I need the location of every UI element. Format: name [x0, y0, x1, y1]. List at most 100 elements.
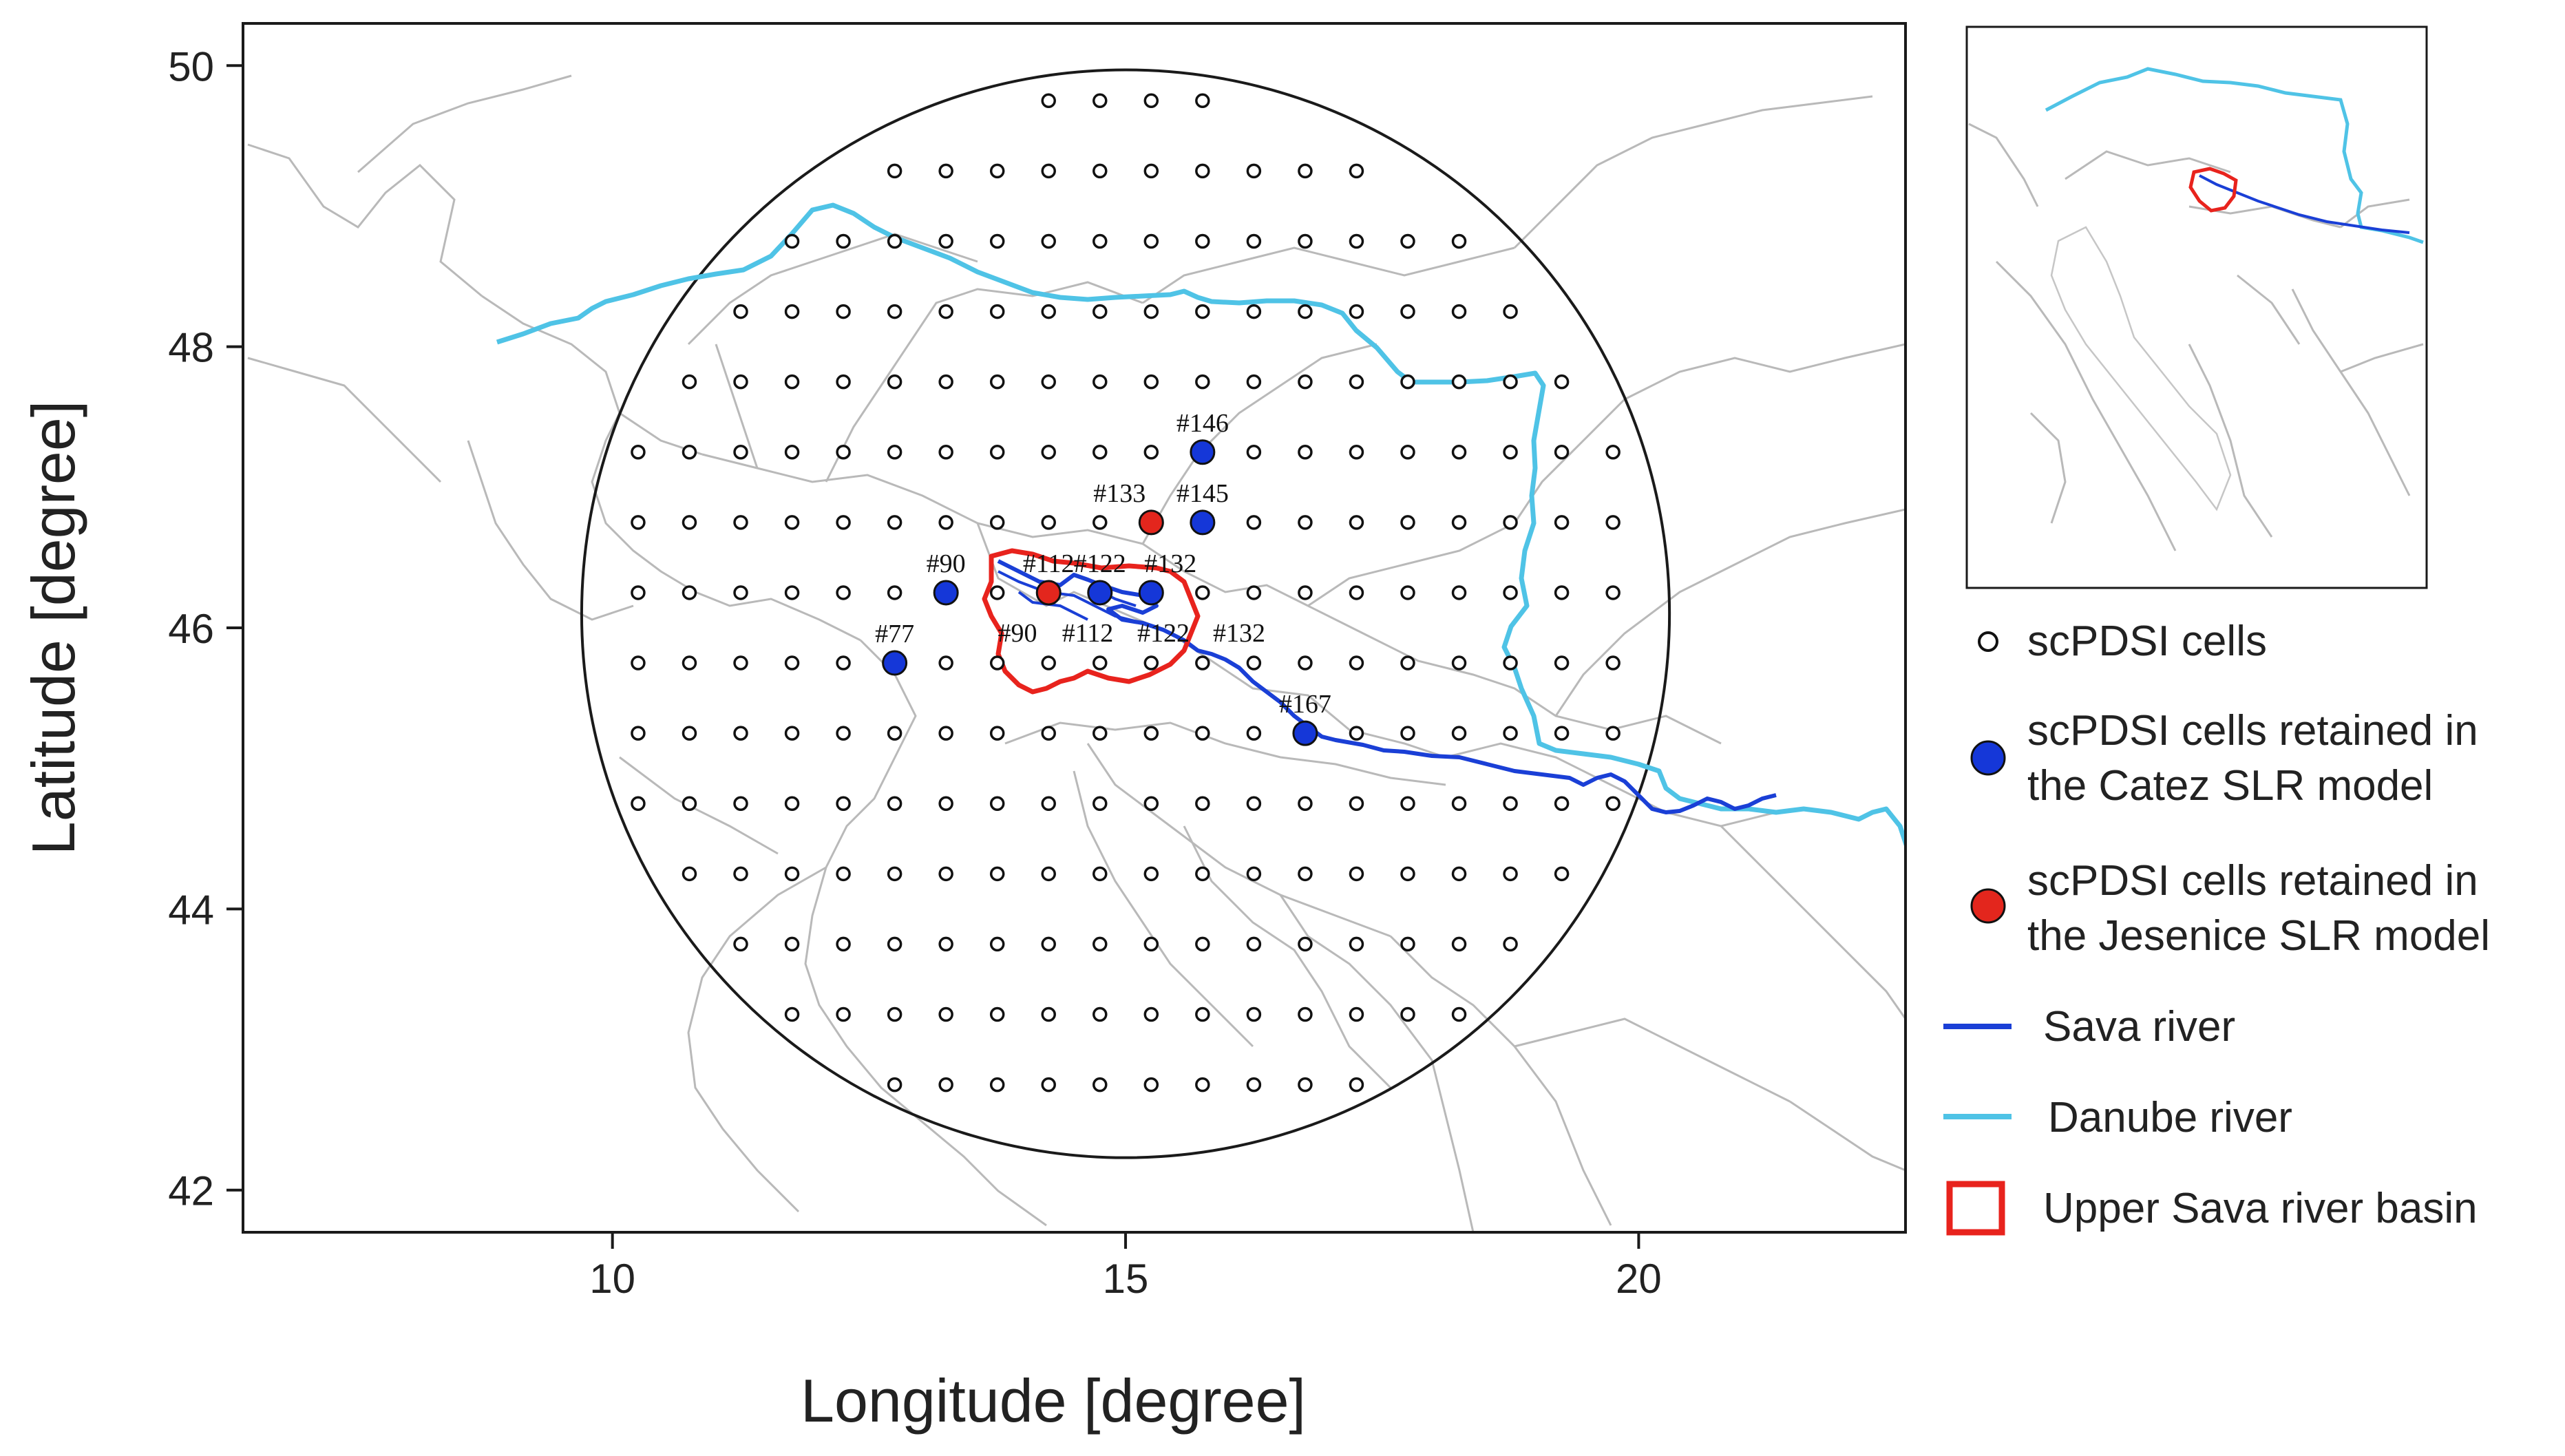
scpdsi-cell: [1298, 304, 1313, 319]
scpdsi-cell: [1451, 374, 1467, 390]
scpdsi-cell: [1195, 796, 1210, 811]
scpdsi-cell: [1298, 936, 1313, 952]
scpdsi-cell: [836, 726, 851, 741]
legend-label-jesenice-line1: scPDSI cells retained in: [2027, 857, 2478, 905]
scpdsi-cell: [1451, 1006, 1467, 1022]
scpdsi-cell: [1349, 445, 1364, 460]
scpdsi-cell: [1143, 374, 1159, 390]
scpdsi-cell: [1503, 726, 1518, 741]
scpdsi-cell: [836, 445, 851, 460]
legend-red-square-symbol: [1946, 1181, 2005, 1236]
scpdsi-cell: [1451, 233, 1467, 249]
basin-label: #132: [1213, 619, 1265, 648]
blue-retained-cell: [1292, 720, 1318, 746]
scpdsi-cell: [1400, 304, 1415, 319]
basin-label: #122: [1137, 619, 1190, 648]
scpdsi-cell: [784, 726, 800, 741]
legend-item-sava-river: Sava river: [1943, 1003, 2235, 1051]
scpdsi-cell: [989, 585, 1005, 600]
inset-basin: [2188, 167, 2238, 213]
scpdsi-cell: [887, 936, 902, 952]
scpdsi-cell: [1605, 655, 1621, 671]
scpdsi-cell: [1195, 1006, 1210, 1022]
scpdsi-cell: [1298, 866, 1313, 882]
scpdsi-cell: [1400, 655, 1415, 671]
scpdsi-cell: [631, 655, 646, 671]
scpdsi-cell: [784, 936, 800, 952]
scpdsi-cell: [1092, 445, 1108, 460]
scpdsi-cell: [1400, 445, 1415, 460]
scpdsi-cell: [836, 655, 851, 671]
legend-item-jesenice-cells: scPDSI cells retained in the Jesenice SL…: [1970, 857, 2490, 960]
scpdsi-cell: [1041, 726, 1056, 741]
scpdsi-cell: [1451, 515, 1467, 530]
blue-retained-cell: [1190, 509, 1216, 536]
scpdsi-cell: [1041, 93, 1056, 109]
scpdsi-cell: [989, 936, 1005, 952]
scpdsi-cell: [1298, 515, 1313, 530]
scpdsi-cell: [989, 655, 1005, 671]
scpdsi-grid: [631, 93, 1621, 1093]
blue-retained-cell: [1190, 439, 1216, 465]
scpdsi-cell: [1298, 445, 1313, 460]
scpdsi-cell: [1246, 1077, 1262, 1093]
scpdsi-cell: [1298, 1077, 1313, 1093]
scpdsi-cell: [989, 726, 1005, 741]
scpdsi-cell: [682, 655, 697, 671]
scpdsi-cell: [1041, 304, 1056, 319]
legend-red-circle-symbol: [1970, 888, 2006, 924]
scpdsi-cell: [1143, 796, 1159, 811]
scpdsi-cell: [1400, 374, 1415, 390]
scpdsi-cell: [1349, 655, 1364, 671]
scpdsi-cell: [887, 304, 902, 319]
cell-label: #112: [1023, 549, 1075, 578]
scpdsi-cell: [1092, 655, 1108, 671]
scpdsi-cell: [1605, 726, 1621, 741]
scpdsi-cell: [1092, 93, 1108, 109]
scpdsi-cell: [887, 515, 902, 530]
inset-italy-outline: [2050, 226, 2232, 511]
cell-label: #146: [1176, 409, 1229, 438]
scpdsi-cell: [1143, 445, 1159, 460]
scpdsi-cell: [938, 163, 953, 179]
scpdsi-cell: [1092, 374, 1108, 390]
legend-label-scpdsi-cells: scPDSI cells: [2027, 618, 2267, 665]
scpdsi-cell: [1041, 1006, 1056, 1022]
legend-label-catez-line2: the Catez SLR model: [2027, 762, 2433, 810]
scpdsi-cell: [887, 726, 902, 741]
axes: 10 15 20 42 44 46 48 50: [168, 43, 1662, 1302]
scpdsi-cell: [1400, 585, 1415, 600]
scpdsi-cell: [1092, 1077, 1108, 1093]
scpdsi-cell: [1143, 936, 1159, 952]
scpdsi-cell: [631, 796, 646, 811]
scpdsi-cell: [1246, 655, 1262, 671]
scpdsi-cell: [1298, 1006, 1313, 1022]
cell-label: #167: [1279, 690, 1331, 719]
scpdsi-cell: [938, 515, 953, 530]
scpdsi-cell: [1195, 655, 1210, 671]
scpdsi-cell: [1195, 866, 1210, 882]
scpdsi-cell: [1503, 655, 1518, 671]
scpdsi-cell: [1451, 655, 1467, 671]
scpdsi-cell: [989, 1077, 1005, 1093]
scpdsi-cell: [1246, 796, 1262, 811]
scpdsi-cell: [1605, 515, 1621, 530]
scpdsi-cell: [1503, 304, 1518, 319]
scpdsi-cell: [784, 233, 800, 249]
scpdsi-cell: [938, 1077, 953, 1093]
scpdsi-cell: [1349, 936, 1364, 952]
legend: scPDSI cells scPDSI cells retained in th…: [1943, 618, 2490, 1236]
scpdsi-cell: [1143, 1006, 1159, 1022]
inset-background: [1967, 27, 2427, 588]
y-tick-label: 42: [168, 1168, 214, 1214]
scpdsi-cell: [887, 163, 902, 179]
scpdsi-cell: [1298, 233, 1313, 249]
scpdsi-cell: [989, 796, 1005, 811]
scpdsi-cell: [631, 726, 646, 741]
scpdsi-cell: [1041, 655, 1056, 671]
scpdsi-cell: [887, 1077, 902, 1093]
scpdsi-cell: [1554, 585, 1570, 600]
scpdsi-cell: [1195, 233, 1210, 249]
scpdsi-cell: [1349, 585, 1364, 600]
